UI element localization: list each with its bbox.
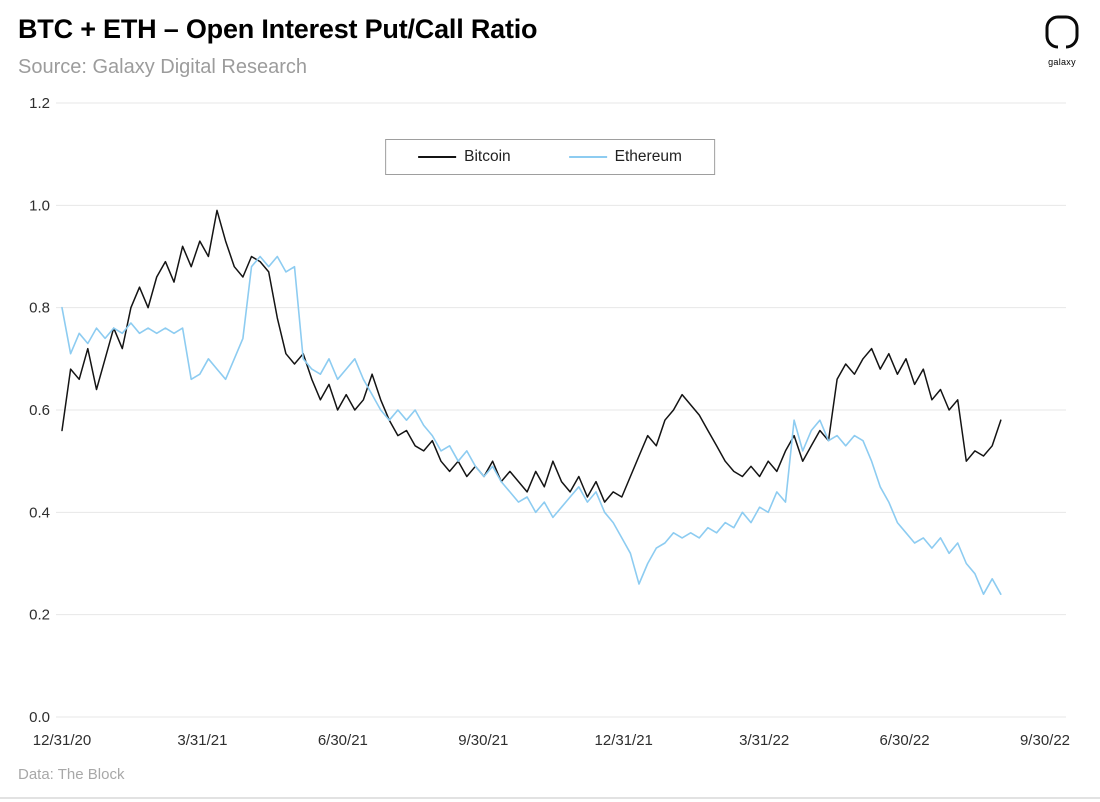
galaxy-logo: galaxy: [1038, 14, 1086, 67]
y-tick-label: 1.0: [29, 197, 50, 214]
source-subtitle: Source: Galaxy Digital Research: [18, 56, 308, 78]
x-tick-label: 12/31/20: [33, 732, 91, 749]
x-tick-label: 9/30/22: [1020, 732, 1070, 749]
chart-legend: Bitcoin Ethereum: [385, 139, 715, 175]
x-tick-label: 9/30/21: [458, 732, 508, 749]
legend-label-ethereum: Ethereum: [614, 148, 682, 165]
x-tick-label: 3/31/22: [739, 732, 789, 749]
legend-item-bitcoin: Bitcoin: [418, 148, 511, 166]
x-tick-label: 6/30/22: [880, 732, 930, 749]
y-tick-label: 0.2: [29, 607, 50, 624]
page-title: BTC + ETH – Open Interest Put/Call Ratio: [18, 14, 538, 44]
x-tick-label: 12/31/21: [595, 732, 653, 749]
series-line-ethereum: [61, 255, 1002, 596]
galaxy-logo-icon: [1045, 15, 1079, 51]
y-tick-label: 0.4: [29, 504, 50, 521]
y-tick-label: 0.0: [29, 709, 50, 726]
data-note: Data: The Block: [18, 766, 125, 783]
y-tick-label: 1.2: [29, 95, 50, 112]
put-call-ratio-chart: 0.0 0.2 0.4 0.6 0.8 1.0 1.2 12/31/20 3/31/21 6/30…: [29, 95, 1070, 749]
galaxy-logo-text: galaxy: [1048, 57, 1076, 67]
x-tick-label: 3/31/21: [177, 732, 227, 749]
legend-label-bitcoin: Bitcoin: [464, 148, 511, 165]
y-tick-label: 0.8: [29, 300, 50, 317]
legend-line-swatch-bitcoin: [418, 156, 457, 158]
legend-item-ethereum: Ethereum: [568, 148, 682, 166]
y-tick-label: 0.6: [29, 402, 50, 419]
series-line-bitcoin: [61, 209, 1002, 503]
x-tick-label: 6/30/21: [318, 732, 368, 749]
legend-line-swatch-ethereum: [568, 156, 607, 158]
